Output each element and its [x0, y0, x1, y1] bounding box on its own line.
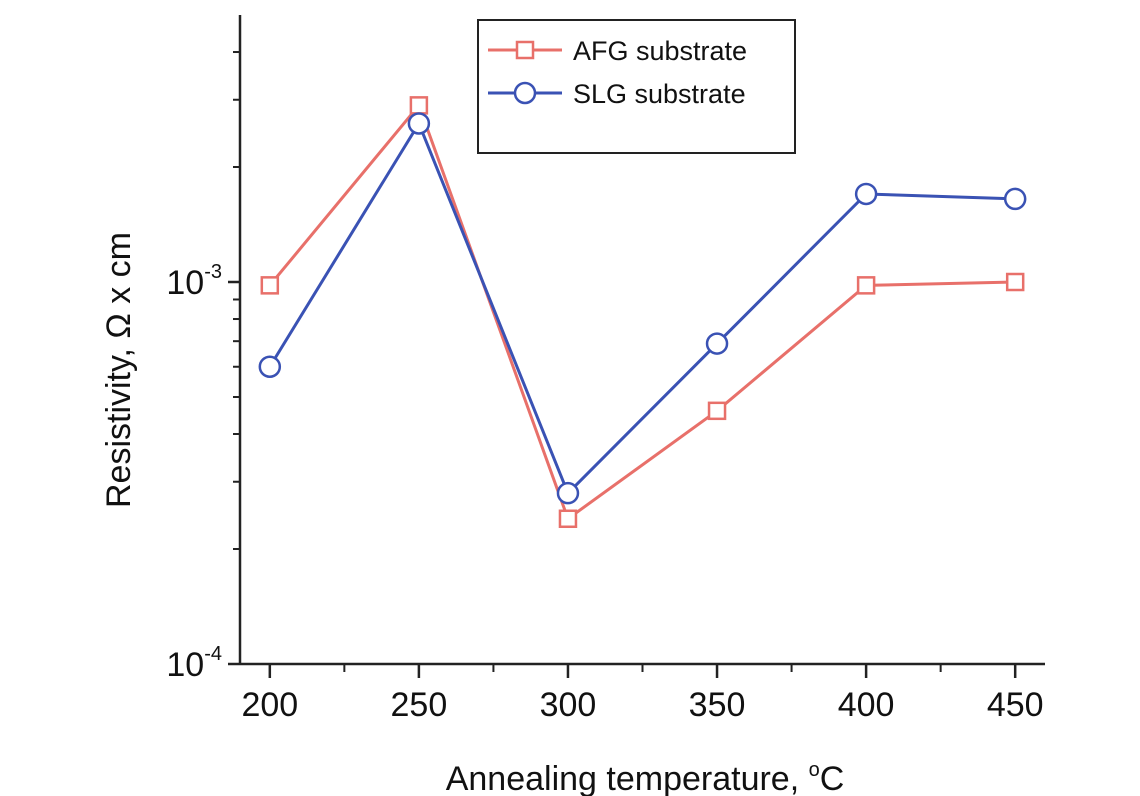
y-tick-label: 10-4: [166, 643, 222, 684]
x-ticks: 200 250 300 350 400 450: [241, 664, 1044, 724]
degree-superscript: o: [809, 759, 820, 781]
x-tick-label: 400: [838, 686, 895, 724]
afg-series-line: [268, 102, 1016, 522]
series-layer: [258, 96, 1027, 529]
legend-label: AFG substrate: [573, 36, 747, 66]
afg-data-point: [1005, 272, 1025, 292]
x-tick-label: 450: [987, 686, 1044, 724]
x-axis-title: Annealing temperature, oC: [446, 759, 845, 796]
y-ticks: 10-310-4: [166, 51, 240, 684]
slg-data-point: [407, 112, 431, 135]
slg-data-point: [705, 332, 729, 355]
y-tick-exponent: -4: [204, 643, 222, 665]
x-tick-label: 200: [241, 686, 298, 724]
legend-marker: [515, 40, 535, 60]
afg-data-point: [260, 276, 280, 295]
x-axis-title-unit: C: [820, 760, 845, 796]
y-tick-base: 10: [166, 264, 204, 302]
legend-marker: [513, 81, 537, 105]
slg-data-point: [1003, 187, 1027, 211]
afg-data-point: [558, 509, 578, 529]
afg-data-point: [856, 276, 876, 295]
legend: AFG substrate SLG substrate: [477, 19, 796, 154]
slg-data-point: [854, 182, 878, 206]
x-tick-label: 250: [391, 686, 448, 724]
x-tick-label: 350: [689, 686, 746, 724]
slg-series-line: [268, 120, 1016, 496]
y-tick-base: 10: [166, 646, 204, 684]
y-tick-exponent: -3: [204, 261, 222, 283]
y-tick-label: 10-3: [166, 261, 222, 302]
afg-data-point: [707, 401, 727, 421]
slg-data-point: [556, 481, 580, 505]
legend-label: SLG substrate: [573, 79, 746, 109]
slg-data-point: [258, 355, 282, 378]
x-tick-label: 300: [540, 686, 597, 724]
x-axis-title-text: Annealing temperature,: [446, 760, 809, 796]
afg-data-point: [409, 96, 429, 115]
y-axis-title: Resistivity, Ω x cm: [100, 232, 138, 508]
